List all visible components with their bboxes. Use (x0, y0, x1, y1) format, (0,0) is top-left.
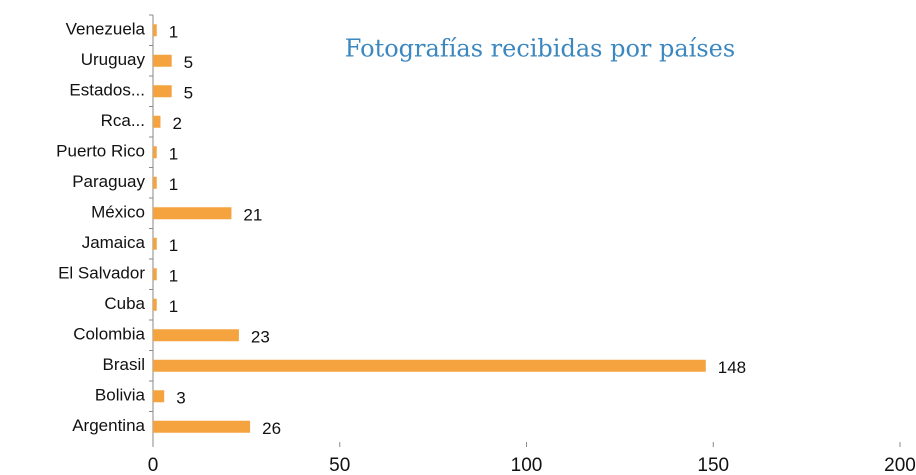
bar (153, 207, 232, 220)
chart-title: Fotografías recibidas por países (345, 35, 735, 63)
value-label: 1 (169, 297, 178, 316)
value-label: 1 (169, 236, 178, 255)
bar (153, 390, 165, 403)
value-label: 2 (172, 114, 181, 133)
x-tick-label: 200 (884, 455, 916, 475)
bar (153, 85, 172, 98)
bar (153, 146, 157, 159)
bar (153, 115, 161, 128)
bar (153, 359, 706, 372)
value-label: 23 (251, 328, 270, 347)
y-tick-label: El Salvador (58, 264, 145, 283)
value-label: 148 (718, 358, 746, 377)
bar (153, 176, 157, 189)
value-label: 26 (262, 419, 281, 438)
y-tick-label: Argentina (72, 416, 145, 435)
y-tick-label: Bolivia (95, 386, 146, 405)
bar (153, 54, 172, 67)
y-tick-label: Uruguay (81, 50, 146, 69)
x-tick-label: 0 (148, 455, 159, 475)
bar (153, 329, 239, 342)
x-tick-label: 100 (511, 455, 543, 475)
bar (153, 24, 157, 37)
value-label: 1 (169, 23, 178, 42)
y-tick-label: Puerto Rico (56, 142, 145, 161)
value-label: 5 (184, 84, 193, 103)
y-tick-label: Venezuela (66, 20, 146, 39)
value-label: 1 (169, 175, 178, 194)
bar (153, 420, 251, 433)
value-label: 1 (169, 145, 178, 164)
y-tick-label: Paraguay (72, 172, 145, 191)
x-tick-label: 150 (697, 455, 729, 475)
x-tick-label: 50 (329, 455, 350, 475)
y-tick-label: Jamaica (82, 233, 146, 252)
y-tick-label: México (91, 203, 145, 222)
bar (153, 298, 157, 311)
value-label: 1 (169, 267, 178, 286)
y-tick-label: Cuba (104, 294, 145, 313)
y-tick-label: Estados... (69, 81, 145, 100)
bar (153, 268, 157, 281)
bar (153, 237, 157, 250)
y-tick-label: Brasil (102, 355, 145, 374)
value-label: 21 (243, 206, 262, 225)
value-label: 5 (184, 53, 193, 72)
value-label: 3 (176, 389, 185, 408)
y-tick-label: Rca... (101, 111, 145, 130)
y-tick-label: Colombia (73, 325, 145, 344)
